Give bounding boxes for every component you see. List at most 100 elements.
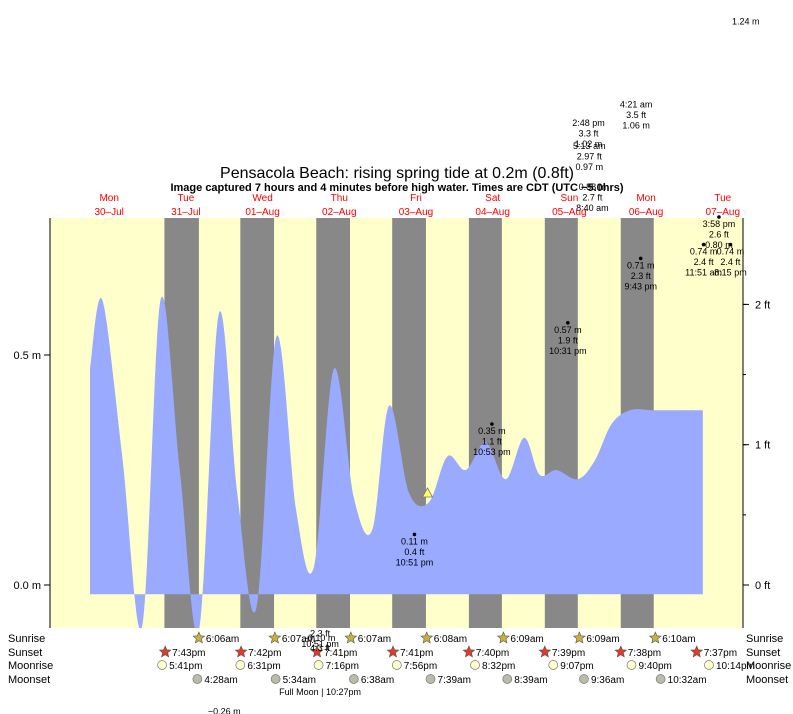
- annotation-6-line-2: 8:40 am: [576, 203, 609, 213]
- moonset-icon-0: [192, 674, 203, 684]
- left-tick-label-0: 0.0 m: [13, 580, 41, 592]
- moonrise-icon-4: [470, 660, 480, 670]
- day-label-date-8: 07–Aug: [706, 207, 740, 218]
- sunset-time-3: 7:41pm: [400, 648, 433, 659]
- annotation-11-line-0: 1.24 m: [732, 17, 760, 27]
- extreme-dot-2: [566, 321, 570, 325]
- sunset-time-6: 7:38pm: [628, 648, 661, 659]
- event-layer: Sunrise Sunrise 6:06am 6:07am 6:07am 6:08am 6:…: [8, 631, 791, 697]
- annotation-1-line-2: 10:53 pm: [473, 447, 511, 457]
- moonrise-time-6: 9:40pm: [639, 661, 672, 672]
- right-tick-label-1: 1 ft: [755, 440, 770, 452]
- extreme-dot-5: [728, 242, 733, 247]
- moonset-icon-4: [502, 674, 513, 684]
- moonset-icon-1: [270, 674, 281, 684]
- day-label-dow-3: Thu: [331, 193, 348, 204]
- moonrise-icon-2: [313, 660, 324, 670]
- day-label-date-4: 03–Aug: [399, 207, 433, 218]
- sunrise-time-6: 6:10am: [662, 634, 695, 645]
- sunrise-time-0: 6:06am: [206, 634, 239, 645]
- moonrise-time-4: 8:32pm: [482, 661, 515, 672]
- moonrise-time-5: 9:07pm: [560, 661, 593, 672]
- moonset-icon-2: [348, 674, 359, 684]
- moonrise-icon-0: [157, 660, 167, 670]
- day-label-dow-8: Tue: [714, 193, 731, 204]
- annotation-4-line-2: 11:51 am: [685, 268, 722, 278]
- annotation-9-line-1: 3.5 ft: [626, 110, 647, 120]
- annotation-3-line-2: 9:43 pm: [624, 281, 657, 291]
- day-label-date-2: 01–Aug: [245, 207, 279, 218]
- sunset-time-2: 7:41pm: [324, 648, 357, 659]
- annotation-3-line-1: 2.3 ft: [631, 271, 652, 281]
- moonrise-time-7: 10:14pm: [716, 661, 755, 672]
- sunrise-icon-1: [268, 631, 282, 644]
- moonset-time-6: 10:32am: [668, 675, 707, 686]
- annotation-9-line-2: 1.06 m: [622, 120, 650, 130]
- annotation-13-line-1: 10:51 pm: [301, 639, 339, 649]
- sunset-icon-4: [462, 645, 476, 658]
- day-label-dow-2: Wed: [252, 193, 272, 204]
- annotation-2-line-2: 10:31 pm: [549, 346, 587, 356]
- moonset-icon-3: [425, 674, 436, 684]
- annotation-6-line-0: 0.88 m: [579, 182, 607, 192]
- sunset-icon-1: [234, 645, 248, 658]
- moonset-time-5: 9:36am: [591, 675, 624, 686]
- sunrise-icon-3: [420, 631, 434, 644]
- moonset-icon-5: [579, 674, 589, 684]
- moon-phase-label: Full Moon | 10:27pm: [279, 687, 361, 697]
- day-label-dow-0: Mon: [99, 193, 118, 204]
- sunrise-time-2: 6:07am: [358, 634, 391, 645]
- sunset-icon-7: [690, 645, 704, 658]
- day-label-dow-7: Mon: [636, 193, 655, 204]
- day-label-date-3: 02–Aug: [322, 207, 356, 218]
- sunrise-time-4: 6:09am: [510, 634, 543, 645]
- current-tide-marker: [421, 487, 434, 498]
- day-label-date-7: 06–Aug: [629, 207, 663, 218]
- moonset-time-4: 8:39am: [514, 675, 547, 686]
- sunset-time-5: 7:39pm: [552, 648, 585, 659]
- right-tick-label-2: 2 ft: [755, 299, 770, 311]
- moonset-time-1: 5:34am: [283, 675, 316, 686]
- extreme-dot-10: [717, 215, 721, 219]
- annotation-1-line-1: 1.1 ft: [482, 437, 503, 447]
- sunrise-time-1: 6:07am: [282, 634, 315, 645]
- annotation-5-line-1: 2.4 ft: [720, 257, 741, 267]
- day-label-dow-1: Tue: [177, 193, 194, 204]
- annotation-8-line-0: 2:48 pm: [572, 118, 605, 128]
- tide-area: [90, 296, 703, 628]
- row-label-left-sunset: Sunset: [8, 647, 42, 659]
- annotation-4-line-0: 0.74 m: [690, 247, 718, 257]
- sunrise-icon-6: [648, 631, 662, 644]
- sunset-time-0: 7:43pm: [172, 648, 205, 659]
- moonrise-icon-5: [548, 660, 559, 670]
- left-tick-label-1: 0.5 m: [13, 350, 41, 362]
- annotation-7-line-1: 2.97 ft: [577, 151, 603, 161]
- chart-title: Pensacola Beach: rising spring tide at 0…: [220, 165, 574, 182]
- annotation-8-line-1: 3.3 ft: [579, 128, 600, 138]
- sunset-icon-0: [158, 645, 172, 658]
- day-label-date-6: 05–Aug: [552, 207, 586, 218]
- annotation-6-line-1: 2.7 ft: [582, 193, 603, 203]
- annotation-2-line-0: 0.57 m: [554, 325, 582, 335]
- annotation-10-line-1: 2.6 ft: [709, 230, 730, 240]
- annotation-3-line-0: 0.71 m: [627, 260, 655, 270]
- chart-subtitle: Image captured 7 hours and 4 minutes bef…: [170, 182, 623, 194]
- sunset-icon-3: [386, 645, 400, 658]
- sunrise-time-3: 6:08am: [434, 634, 467, 645]
- sunset-time-4: 7:40pm: [476, 648, 509, 659]
- row-label-left-moonrise: Moonrise: [8, 660, 53, 672]
- day-label-date-0: 30–Jul: [94, 207, 123, 218]
- annotation-10-line-2: 0.80 m: [705, 240, 733, 250]
- sunset-icon-6: [614, 645, 628, 658]
- annotation-9-line-0: 4:21 am: [620, 99, 653, 109]
- row-label-left-moonset: Moonset: [8, 674, 50, 686]
- row-label-right-sunrise: Sunrise: [746, 633, 783, 645]
- moonrise-time-0: 5:41pm: [169, 661, 202, 672]
- sunset-time-1: 7:42pm: [248, 648, 281, 659]
- row-label-right-moonrise: Moonrise: [746, 660, 791, 672]
- moonset-time-2: 6:38am: [361, 675, 394, 686]
- axis-layer: 0.0 m 0.5 m 0 ft 1 ft 2 ft: [13, 218, 770, 628]
- sunrise-icon-0: [192, 631, 206, 644]
- moonset-time-3: 7:39am: [438, 675, 471, 686]
